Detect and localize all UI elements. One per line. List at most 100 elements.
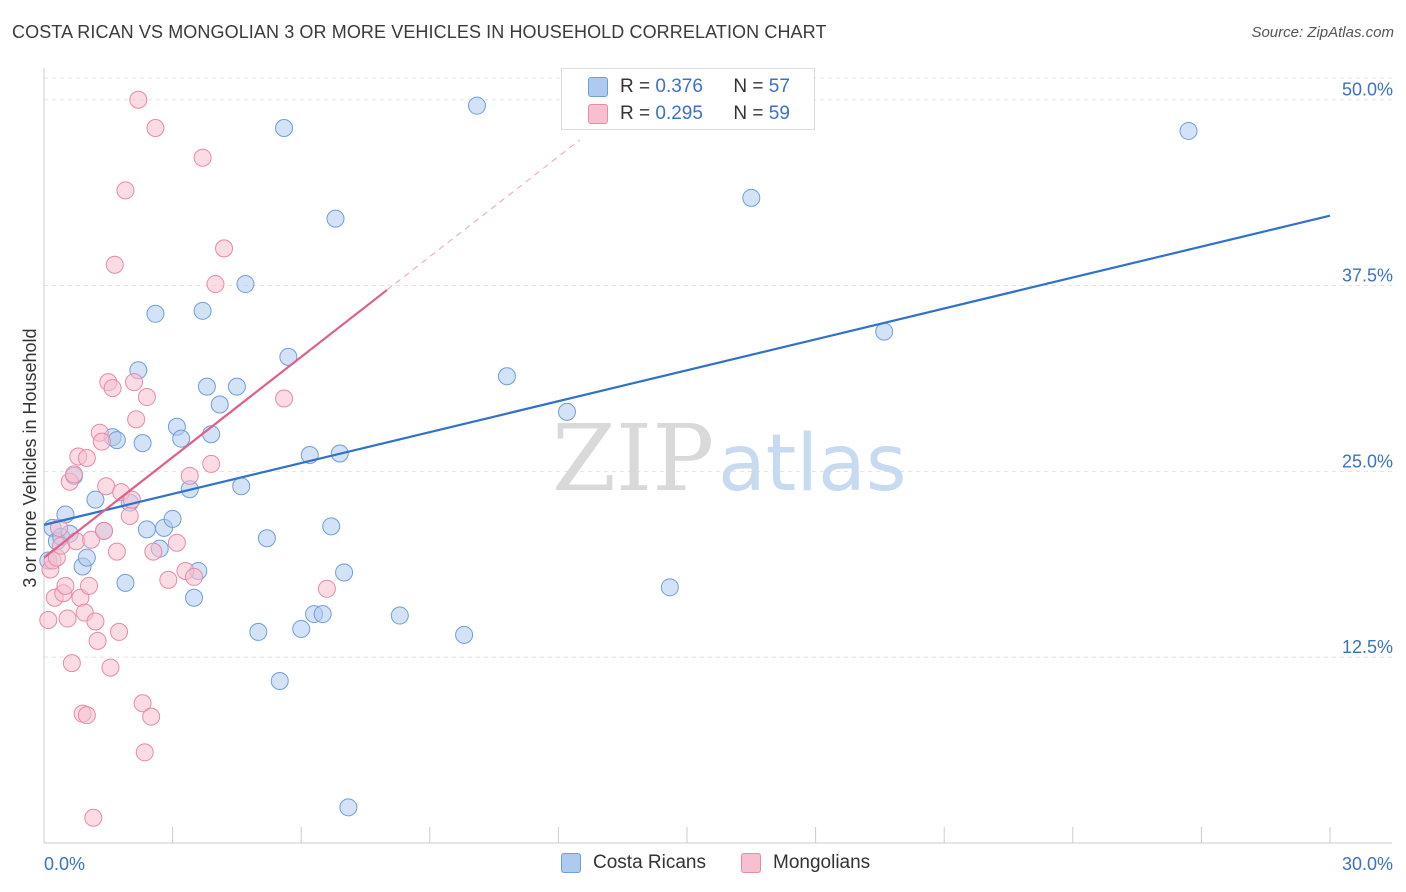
- mongolian-point: [116, 181, 135, 200]
- costa-rican-point: [467, 96, 486, 115]
- stats-row-costa-ricans: R = 0.376 N = 57: [588, 74, 790, 100]
- mongolian-point: [77, 706, 96, 725]
- costa-rican-point: [137, 520, 156, 539]
- y-tick-label: 37.5%: [1342, 266, 1393, 286]
- costa-rican-point: [232, 477, 251, 496]
- costa-rican-point: [77, 548, 96, 567]
- mongolian-point: [95, 521, 114, 540]
- mongolian-point: [97, 477, 116, 496]
- stats-r-label: R =: [620, 103, 651, 124]
- costa-rican-point: [455, 625, 474, 644]
- costa-rican-point: [133, 434, 152, 453]
- mongolian-trend-line: [43, 289, 388, 559]
- mongolian-point: [193, 148, 212, 167]
- y-tick-label: 50.0%: [1342, 80, 1393, 100]
- stats-n-label: N =: [733, 76, 764, 97]
- mongolian-point: [50, 518, 69, 537]
- costa-rican-point: [257, 529, 276, 548]
- stats-r-label: R =: [620, 76, 651, 97]
- legend-item-mongolians[interactable]: Mongolians: [741, 852, 870, 874]
- source-label: Source: ZipAtlas.com: [1251, 24, 1394, 41]
- mongolian-point: [101, 658, 120, 677]
- costa-rican-point: [497, 367, 516, 386]
- mongolian-point: [215, 239, 234, 258]
- mongolian-point: [58, 609, 77, 628]
- costa-rican-point: [292, 619, 311, 638]
- mongolian-point: [137, 388, 156, 407]
- costa-rican-point: [227, 377, 246, 396]
- costa-rican-point: [86, 490, 105, 509]
- chart-title: COSTA RICAN VS MONGOLIAN 3 OR MORE VEHIC…: [12, 22, 827, 42]
- costa-rican-point: [163, 509, 182, 528]
- mongolian-point: [202, 454, 221, 473]
- mongolian-trend-line: [386, 139, 581, 291]
- mongolian-point: [80, 576, 99, 595]
- costa-rican-point: [270, 671, 289, 690]
- costa-rican-point: [146, 304, 165, 323]
- costa-rican-point: [116, 573, 135, 592]
- stats-legend: R = 0.376 N = 57 R = 0.295 N = 59: [561, 68, 815, 130]
- mongolian-point: [180, 466, 199, 485]
- grid-layer: [44, 77, 1392, 658]
- y-axis-label: 3 or more Vehicles in Household: [20, 328, 40, 587]
- mongolian-point: [120, 506, 139, 525]
- legend-label: Costa Ricans: [593, 852, 706, 873]
- mongolian-point: [39, 611, 58, 630]
- costa-rican-point: [1179, 121, 1198, 140]
- legend-item-costa-ricans[interactable]: Costa Ricans: [561, 852, 706, 874]
- costa-rican-trend-line: [43, 214, 1331, 526]
- series-legend: Costa Ricans Mongolians: [0, 852, 1406, 878]
- costa-rican-point: [742, 188, 761, 207]
- mongolian-point: [127, 410, 146, 429]
- mongolian-point: [275, 389, 294, 408]
- costa-rican-point: [172, 429, 191, 448]
- y-tick-label: 25.0%: [1342, 451, 1393, 471]
- watermark-atlas: atlas: [718, 419, 907, 509]
- costa-rican-point: [322, 517, 341, 536]
- mongolian-point: [206, 275, 225, 294]
- points-layer: [39, 90, 1198, 827]
- trend-layer: [43, 139, 1331, 559]
- stats-r-value: 0.295: [655, 103, 703, 124]
- costa-rican-point: [197, 377, 216, 396]
- mongolian-point: [110, 622, 129, 641]
- stats-row-mongolians: R = 0.295 N = 59: [588, 101, 790, 127]
- costa-rican-point: [326, 209, 345, 228]
- stats-swatch-pink: [588, 104, 608, 124]
- costa-rican-point: [275, 118, 294, 137]
- mongolian-point: [185, 567, 204, 586]
- legend-label: Mongolians: [773, 852, 871, 873]
- mongolian-point: [317, 579, 336, 598]
- mongolian-point: [142, 707, 161, 726]
- x-tick-label: 0.0%: [44, 854, 85, 874]
- costa-rican-point: [193, 301, 212, 320]
- mongolian-point: [125, 373, 144, 392]
- mongolian-point: [103, 379, 122, 398]
- costa-rican-point: [279, 347, 298, 366]
- mongolian-point: [105, 255, 124, 274]
- mongolian-point: [82, 530, 101, 549]
- mongolian-point: [86, 612, 105, 631]
- costa-rican-point: [236, 275, 255, 294]
- costa-rican-point: [185, 588, 204, 607]
- legend-swatch-pink: [741, 853, 761, 873]
- watermark: ZIP atlas: [552, 405, 907, 512]
- mongolian-point: [77, 448, 96, 467]
- mongolian-point: [159, 570, 178, 589]
- mongolian-point: [135, 743, 154, 762]
- legend-swatch-blue: [561, 853, 581, 873]
- mongolian-point: [88, 631, 107, 650]
- mongolian-point: [167, 533, 186, 552]
- costa-rican-point: [210, 395, 229, 414]
- mongolian-point: [146, 118, 165, 137]
- mongolian-point: [62, 654, 81, 673]
- costa-rican-point: [557, 402, 576, 421]
- costa-rican-point: [335, 563, 354, 582]
- mongolian-point: [92, 432, 111, 451]
- mongolian-point: [65, 465, 84, 484]
- costa-rican-point: [313, 605, 332, 624]
- mongolian-point: [144, 542, 163, 561]
- watermark-zip: ZIP: [552, 405, 714, 512]
- costa-rican-point: [249, 622, 268, 641]
